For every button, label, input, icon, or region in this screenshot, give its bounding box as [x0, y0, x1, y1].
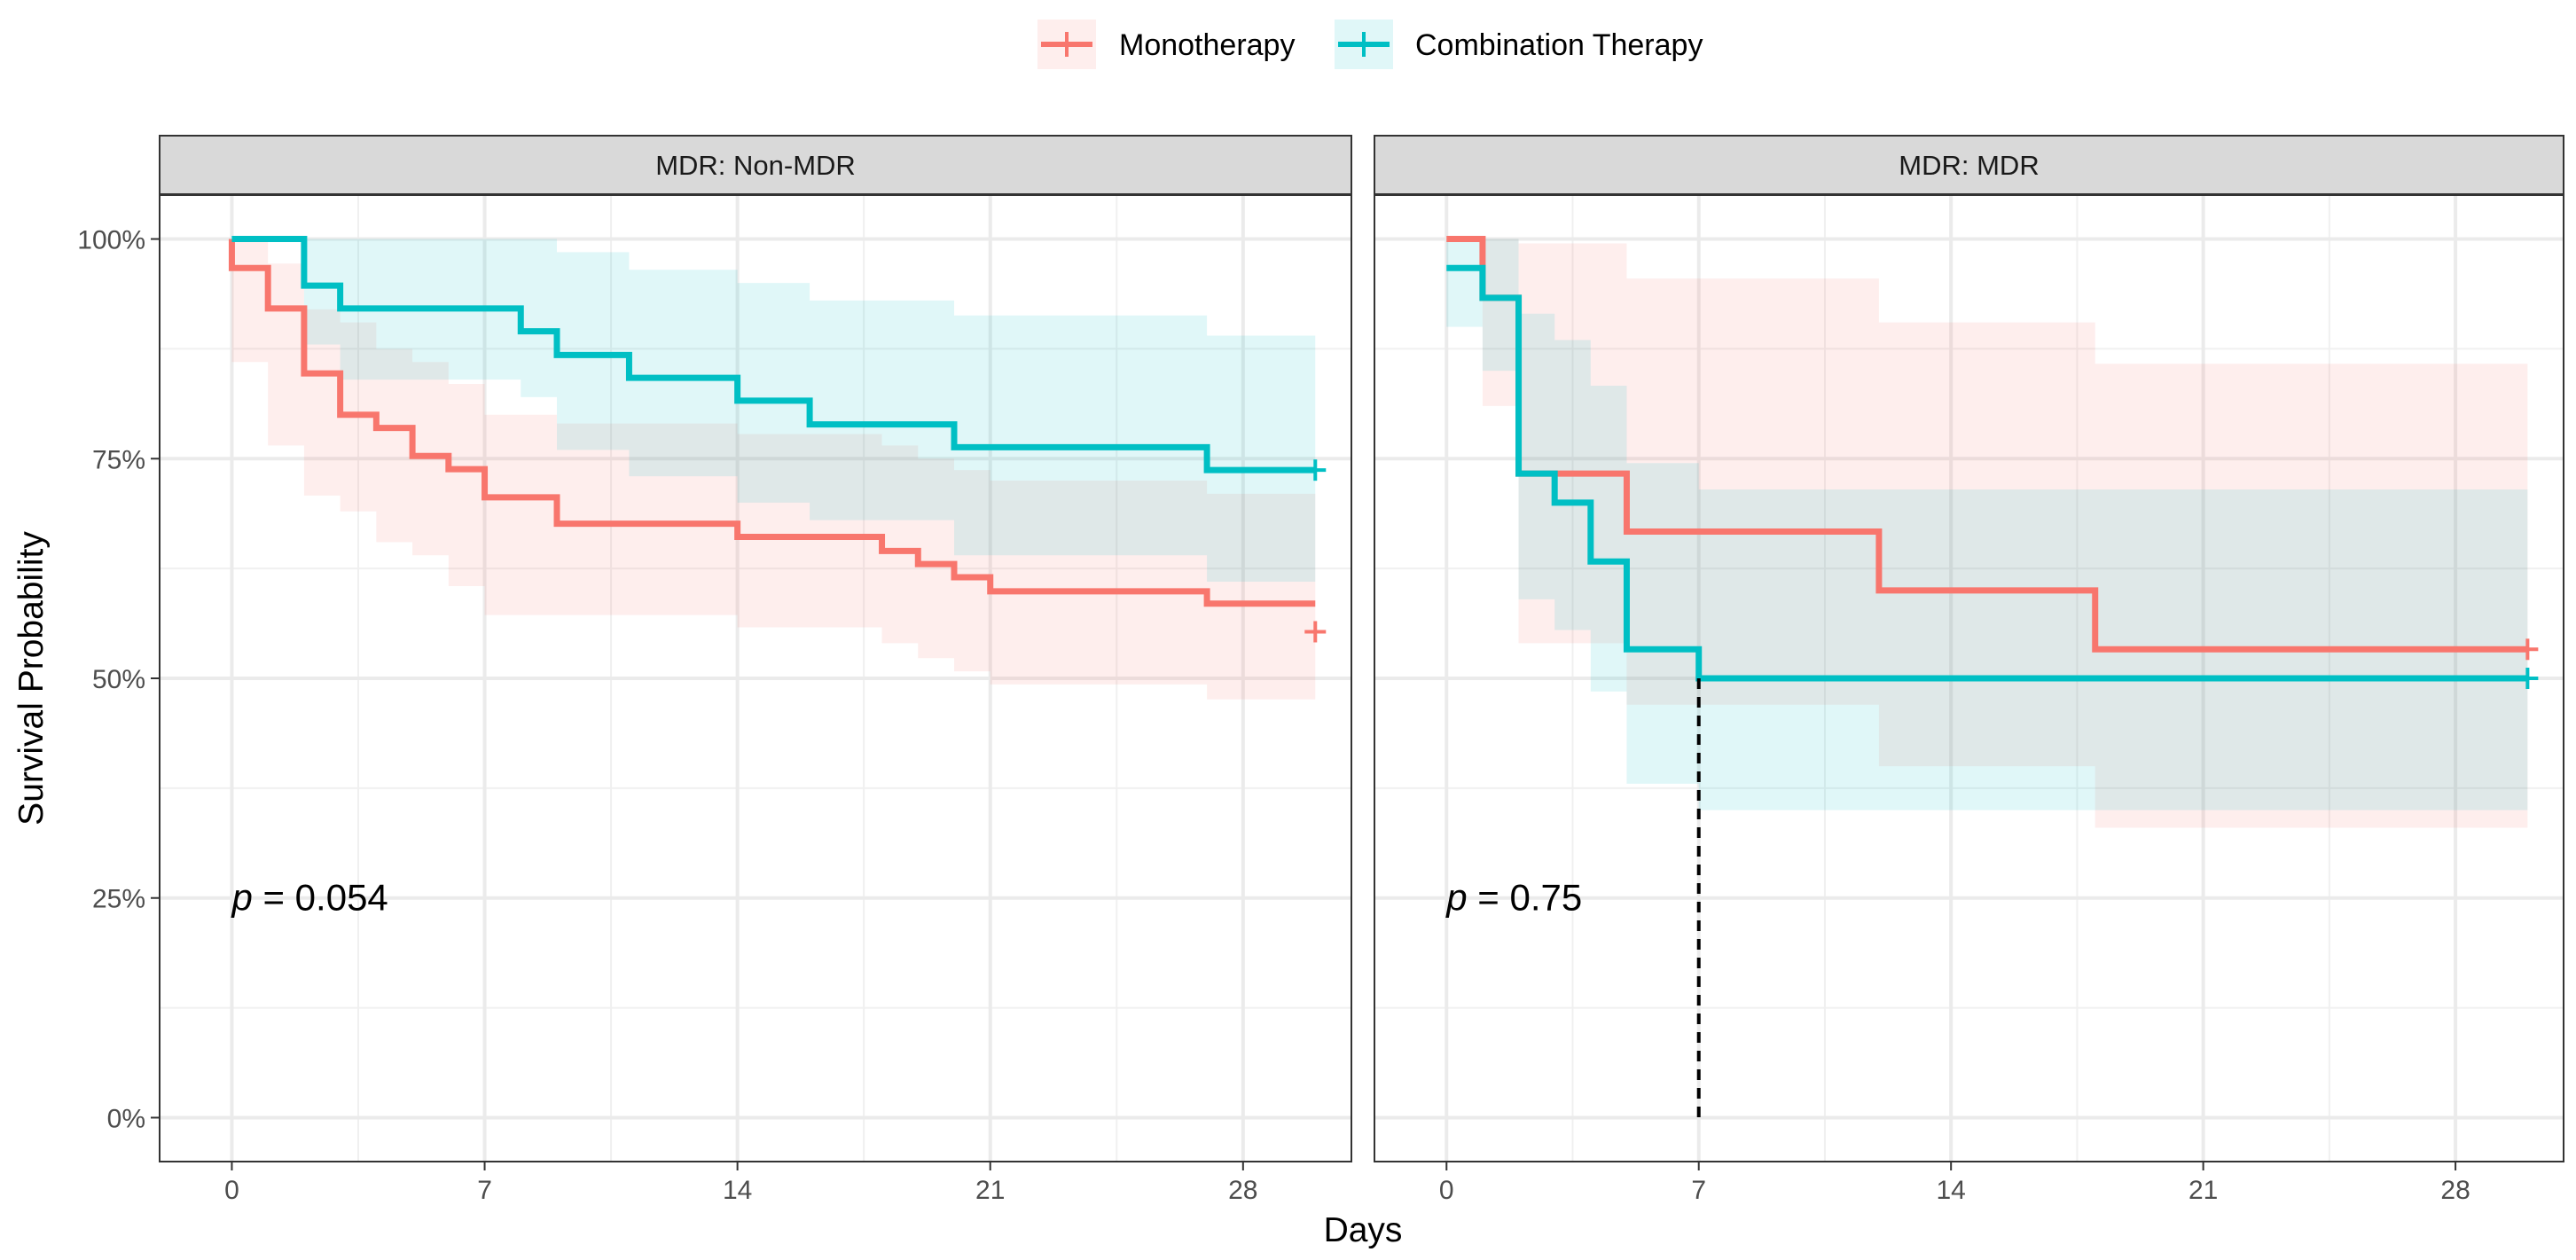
x-tick-label: 21 — [975, 1176, 1005, 1205]
x-tick-label: 14 — [723, 1176, 752, 1205]
strip-background — [159, 135, 1352, 195]
strip-label: MDR: Non-MDR — [655, 150, 856, 181]
y-tick-label: 100% — [77, 226, 145, 255]
legend-entry-combination-therapy: Combination Therapy — [1335, 20, 1703, 69]
facet-panels: MDR: Non-MDR p = 0.054 0 7 14 21 28 0% 25% 50% 75%… — [77, 135, 2564, 1205]
p-value-annotation: p = 0.75 — [1445, 877, 1582, 919]
strip-background — [1374, 135, 2564, 195]
confidence-band-combination-therapy — [1446, 239, 2528, 810]
x-tick-label: 7 — [477, 1176, 492, 1205]
x-tick-label: 28 — [2440, 1176, 2470, 1205]
legend: Monotherapy Combination Therapy — [1037, 20, 1703, 69]
legend-entry-monotherapy: Monotherapy — [1037, 20, 1295, 69]
x-tick-label: 21 — [2188, 1176, 2218, 1205]
legend-label: Combination Therapy — [1415, 28, 1703, 62]
strip-label: MDR: MDR — [1899, 150, 2039, 181]
panel-2: MDR: MDR p = 0.75 0 7 14 21 28 — [1374, 135, 2564, 1205]
x-tick-label: 0 — [224, 1176, 239, 1205]
x-tick-label: 28 — [1228, 1176, 1257, 1205]
panel-border — [1374, 194, 2564, 1162]
p-value: = 0.75 — [1468, 877, 1583, 919]
survival-curve-combination-therapy — [231, 236, 1316, 473]
x-tick-label: 7 — [1691, 1176, 1706, 1205]
y-tick-label: 0% — [107, 1104, 145, 1133]
survival-curve-combination-therapy — [1446, 264, 2528, 682]
y-tick-label: 75% — [92, 445, 145, 474]
y-axis-title: Survival Probability — [12, 531, 51, 826]
confidence-band-monotherapy — [231, 239, 1316, 700]
legend-label: Monotherapy — [1119, 28, 1295, 62]
p-symbol: p — [1445, 877, 1467, 919]
x-tick-label: 14 — [1936, 1176, 1965, 1205]
p-value: = 0.054 — [253, 877, 388, 919]
p-symbol: p — [230, 877, 252, 919]
y-tick-label: 50% — [92, 665, 145, 694]
survival-curve-monotherapy — [228, 239, 1316, 607]
confidence-band-combination-therapy — [231, 239, 1316, 582]
x-tick-label: 0 — [1439, 1176, 1454, 1205]
x-axis-title: Days — [1324, 1211, 1403, 1249]
p-value-annotation: p = 0.054 — [230, 877, 388, 919]
panel-1: MDR: Non-MDR p = 0.054 0 7 14 21 28 0% 25% 50% 75%… — [77, 135, 1352, 1205]
y-tick-label: 25% — [92, 885, 145, 914]
